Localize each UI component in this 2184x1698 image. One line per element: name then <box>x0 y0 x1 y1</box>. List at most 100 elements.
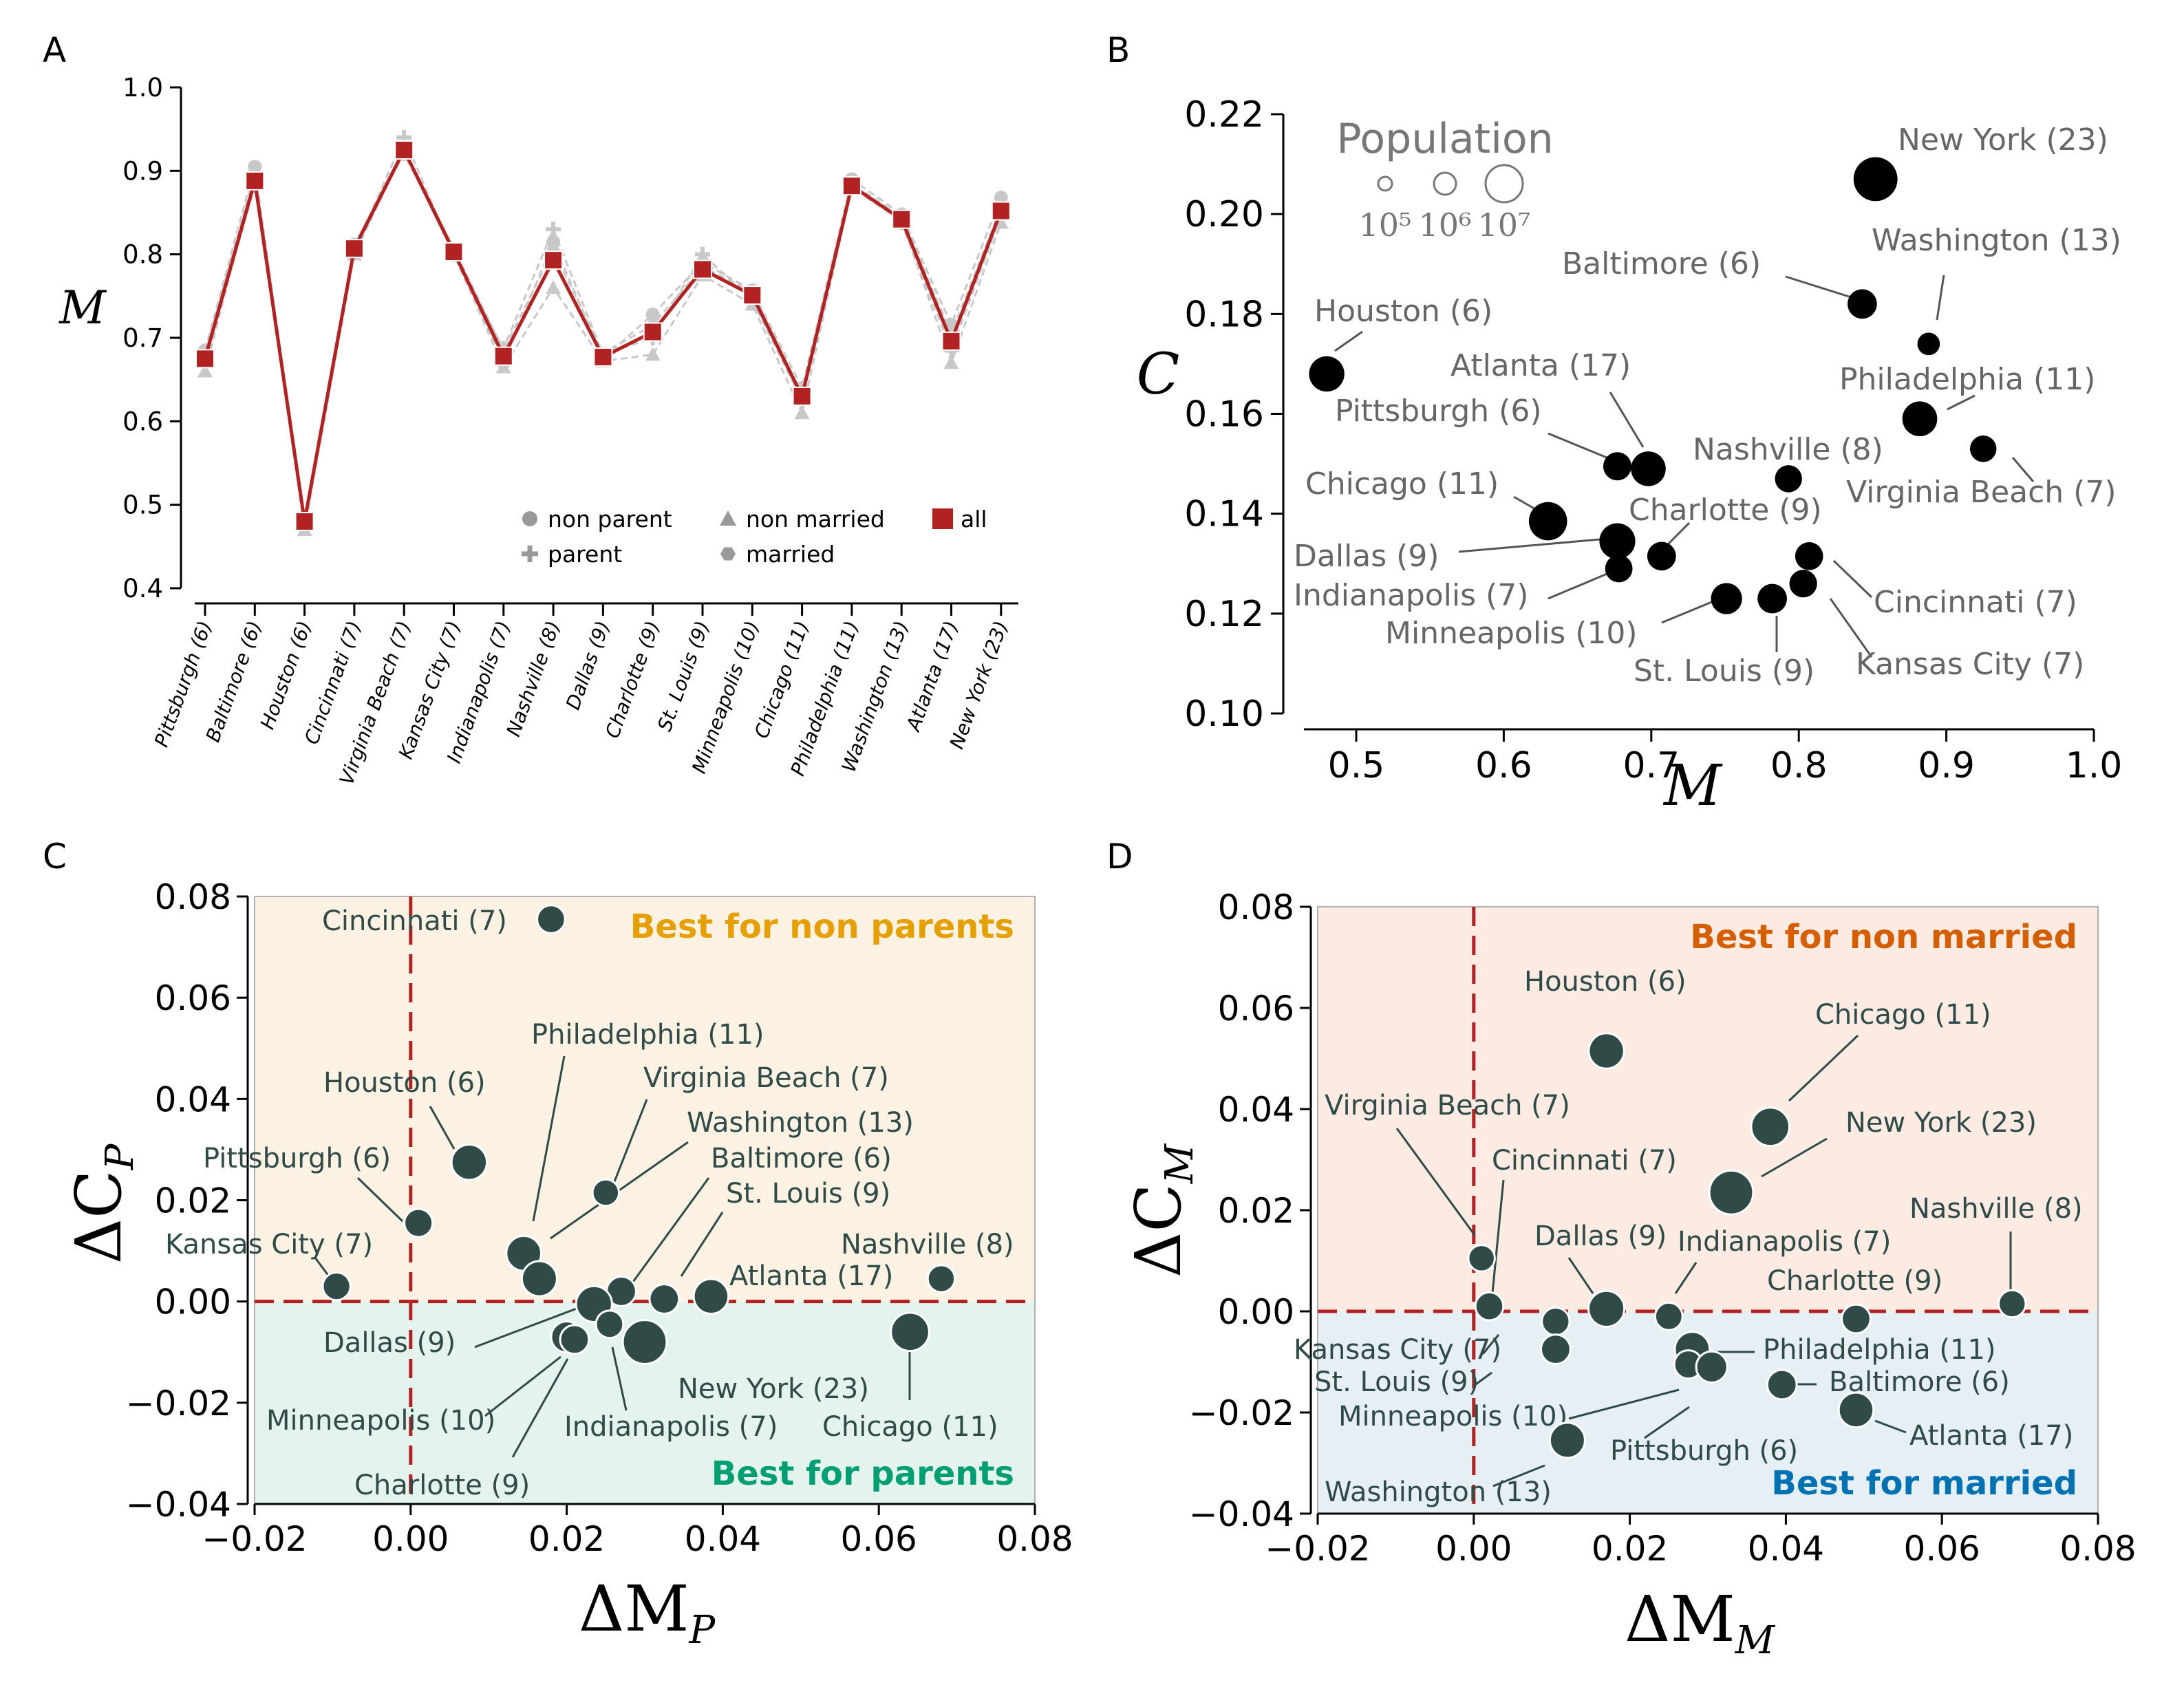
panel-a-label: A <box>43 30 66 70</box>
b-size-legend: Population 10⁵ 10⁶ 10⁷ <box>1336 115 1553 244</box>
c-leader-pittsburgh-6 <box>356 1176 404 1223</box>
d-point-st-louis-9 <box>1539 1333 1572 1366</box>
b-label-kansas-city-7: Kansas City (7) <box>1856 647 2084 682</box>
legend-label-married: married <box>746 541 835 568</box>
d-point-chicago-11 <box>1750 1106 1791 1148</box>
d-leader-indianapolis-7 <box>1674 1262 1698 1294</box>
b-leader-atlanta-17 <box>1609 391 1645 448</box>
b-label-philadelphia-11: Philadelphia (11) <box>1839 362 2095 397</box>
d-label-new-york-23: New York (23) <box>1845 1107 2037 1139</box>
a-point-non-married <box>197 363 213 378</box>
b-point-new-york-23 <box>1853 157 1898 202</box>
c-x-tick-label: 0.00 <box>372 1519 449 1559</box>
c-label-virginia-beach-7: Virginia Beach (7) <box>643 1062 889 1094</box>
b-size-legend-circle <box>1433 171 1457 196</box>
c-leader-indianapolis-7 <box>611 1346 628 1411</box>
d-label-philadelphia-11: Philadelphia (11) <box>1763 1334 1996 1366</box>
b-label-indianapolis-7: Indianapolis (7) <box>1294 578 1528 613</box>
b-label-dallas-9: Dallas (9) <box>1294 539 1439 574</box>
d-y-tick-label: 0.04 <box>1218 1090 1294 1130</box>
b-point-atlanta-17 <box>1631 451 1666 486</box>
c-region-top-bg <box>255 896 1035 1302</box>
a-point-parent <box>695 246 710 262</box>
a-y-tick-label: 0.4 <box>122 574 163 603</box>
panel-b: B 0.10 0.12 0.14 0.16 0.18 0.20 0.22 0.5 0.6 0.7 0… <box>1106 30 2122 819</box>
a-series-line-all <box>203 146 1003 522</box>
d-point-kansas-city-7 <box>1541 1307 1571 1337</box>
c-x-tick-label: 0.04 <box>685 1519 761 1559</box>
a-point-all <box>792 386 812 406</box>
c-label-chicago-11: Chicago (11) <box>822 1411 998 1443</box>
a-point-all <box>693 259 712 279</box>
a-x-tick-label: Dallas (9) <box>561 618 614 713</box>
a-y-tick-label: 0.5 <box>122 491 163 520</box>
d-leader-atlanta-17 <box>1874 1419 1907 1434</box>
b-x-tick-label: 0.9 <box>1918 745 1975 786</box>
b-leader-washington-13 <box>1936 275 1945 321</box>
d-leader-cincinnati-7 <box>1490 1179 1505 1301</box>
d-label-houston-6: Houston (6) <box>1524 966 1687 998</box>
panel-c-label: C <box>43 837 67 877</box>
c-y-axis-label: ΔCP <box>62 1143 142 1264</box>
d-region-top-bg <box>1318 907 2098 1311</box>
b-label-st-louis-9: St. Louis (9) <box>1634 654 1814 689</box>
d-label-washington-13: Washington (13) <box>1325 1476 1552 1508</box>
d-point-minneapolis-10 <box>1695 1350 1728 1384</box>
c-point-cincinnati-7 <box>536 904 566 934</box>
b-point-st-louis-9 <box>1757 583 1788 614</box>
b-leader-minneapolis-10 <box>1661 599 1717 624</box>
d-region-bottom-label: Best for married <box>1771 1464 2077 1503</box>
d-point-baltimore-6 <box>1766 1368 1798 1401</box>
b-leader-houston-6 <box>1334 330 1363 352</box>
b-leader-charlotte-9 <box>1664 522 1691 548</box>
b-label-baltimore-6: Baltimore (6) <box>1562 246 1761 281</box>
c-label-washington-13: Washington (13) <box>687 1107 914 1139</box>
b-point-charlotte-9 <box>1647 541 1676 571</box>
c-label-nashville-8: Nashville (8) <box>841 1229 1014 1260</box>
c-y-tick-label: 0.00 <box>155 1282 231 1322</box>
b-x-tick-label: 0.6 <box>1475 745 1532 786</box>
d-label-nashville-8: Nashville (8) <box>1909 1193 2083 1225</box>
b-label-charlotte-9: Charlotte (9) <box>1629 493 1822 528</box>
b-size-legend-title: Population <box>1336 115 1553 163</box>
b-point-houston-6 <box>1309 356 1345 392</box>
a-point-all <box>842 176 861 196</box>
b-point-chicago-11 <box>1528 502 1567 541</box>
b-point-dallas-9 <box>1599 523 1636 559</box>
b-leader-kansas-city-7 <box>1829 598 1873 658</box>
c-point-chicago-11 <box>890 1311 930 1353</box>
b-y-tick-label: 0.22 <box>1184 94 1264 136</box>
c-x-tick-label: 0.02 <box>528 1519 605 1559</box>
a-point-all <box>394 140 414 160</box>
d-label-atlanta-17: Atlanta (17) <box>1909 1420 2073 1452</box>
d-region-top-label: Best for non married <box>1690 918 2077 956</box>
panel-d: D −0.04−0.020.000.020.040.060.08−0.02 0.0… <box>1106 837 2137 1663</box>
c-x-tick-label: 0.08 <box>996 1519 1073 1559</box>
d-leader-st-louis-9 <box>1475 1371 1492 1386</box>
b-point-washington-13 <box>1917 332 1940 356</box>
c-leader-kansas-city-7 <box>314 1257 330 1277</box>
d-x-tick-label: 0.06 <box>1904 1529 1980 1569</box>
c-label-baltimore-6: Baltimore (6) <box>711 1143 892 1174</box>
d-x-tick-label: 0.04 <box>1748 1529 1824 1569</box>
a-y-axis-label: M <box>58 281 107 334</box>
c-y-tick-label: 0.06 <box>155 978 231 1018</box>
c-label-atlanta-17: Atlanta (17) <box>729 1260 893 1292</box>
c-label-pittsburgh-6: Pittsburgh (6) <box>203 1143 391 1174</box>
c-point-washington-13 <box>520 1260 558 1298</box>
a-point-non-parent <box>994 191 1008 205</box>
b-x-tick-label: 0.5 <box>1328 745 1385 786</box>
a-point-non-married <box>645 347 661 361</box>
c-leader-dallas-9 <box>474 1306 581 1348</box>
a-point-non-parent <box>645 308 660 322</box>
c-x-tick-label: −0.02 <box>202 1519 307 1559</box>
c-point-st-louis-9 <box>648 1283 681 1315</box>
b-label-minneapolis-10: Minneapolis (10) <box>1385 616 1638 651</box>
b-y-tick-label: 0.10 <box>1184 694 1264 735</box>
b-point-kansas-city-7 <box>1789 570 1817 598</box>
d-point-new-york-23 <box>1708 1169 1755 1216</box>
b-size-legend-label: 10⁵ <box>1359 206 1412 244</box>
a-legend: non parent parent non married married all <box>522 506 987 568</box>
d-label-dallas-9: Dallas (9) <box>1534 1221 1667 1252</box>
